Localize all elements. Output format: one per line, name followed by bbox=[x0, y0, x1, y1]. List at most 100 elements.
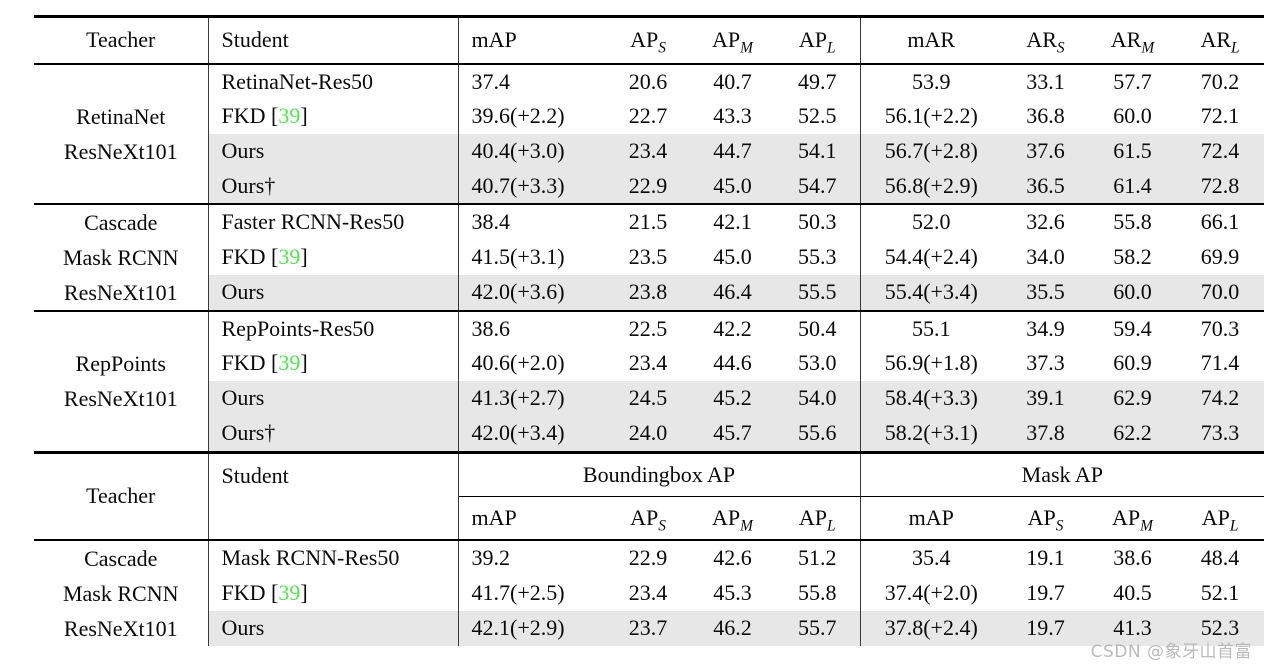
value-cell: 57.7 bbox=[1113, 68, 1152, 94]
value-cell: 23.4 bbox=[606, 133, 690, 169]
value-cell: 58.2(+3.1) bbox=[860, 415, 1002, 451]
value-cell: 70.2 bbox=[1200, 68, 1240, 94]
student-cell: Ours bbox=[208, 274, 459, 311]
value-cell: 55.4(+3.4) bbox=[860, 274, 1002, 311]
value-cell: 60.9 bbox=[1113, 350, 1152, 375]
subscript: L bbox=[827, 39, 836, 57]
value-cell: 45.2 bbox=[690, 380, 775, 416]
value-cell: 38.6 bbox=[1113, 545, 1152, 571]
column-header-teacher: Teacher bbox=[34, 452, 209, 541]
value-cell: 37.8(+2.4) bbox=[860, 610, 1003, 646]
column-header-apl: APL bbox=[775, 496, 861, 541]
value-cell: 24.0 bbox=[606, 415, 690, 451]
value-cell: 59.4 bbox=[1089, 309, 1176, 346]
table-row: Ours 42.0(+3.6) 23.8 46.4 55.5 55.4(+3.4) 35.5… bbox=[34, 274, 1264, 311]
value-cell: 40.6(+2.0) bbox=[471, 350, 565, 375]
teacher-cell: Cascade Mask RCNN ResNeXt101 bbox=[34, 202, 209, 311]
value-cell: 44.6 bbox=[713, 350, 752, 375]
subscript: S bbox=[1056, 39, 1065, 57]
citation-link[interactable]: 39 bbox=[278, 243, 301, 269]
value-cell: 35.5 bbox=[1002, 274, 1089, 311]
teacher-line: RetinaNet bbox=[76, 103, 166, 129]
column-header-ars: ARS bbox=[1002, 16, 1089, 65]
table-row: Ours† 42.0(+3.4) 24.0 45.7 55.6 58.2(+3.1) 37.… bbox=[34, 415, 1264, 451]
citation-link[interactable]: 39 bbox=[278, 350, 301, 375]
value-cell: 32.6 bbox=[1002, 202, 1089, 240]
value-cell: 72.1 bbox=[1200, 103, 1240, 128]
column-header-map: mAP bbox=[860, 496, 1003, 541]
table2-span-header-row: Teacher Student Boundingbox AP Mask AP bbox=[34, 452, 1265, 541]
value-cell: 41.3 bbox=[1089, 610, 1177, 646]
value-cell: 62.9 bbox=[1089, 380, 1176, 416]
value-cell: 55.5 bbox=[775, 274, 861, 311]
value-cell: 66.1 bbox=[1176, 202, 1264, 240]
value-cell: 72.8 bbox=[1176, 168, 1264, 204]
value-cell: 62.2 bbox=[1089, 415, 1176, 451]
teacher-cell: RetinaNet ResNeXt101 bbox=[34, 63, 209, 204]
value-cell: 46.2 bbox=[690, 610, 775, 646]
value-cell: 53.9 bbox=[912, 68, 951, 94]
teacher-line: Cascade bbox=[84, 209, 158, 235]
value-cell: 19.7 bbox=[1026, 579, 1065, 605]
value-cell: 37.4(+2.0) bbox=[884, 579, 978, 605]
table-row: RepPoints ResNeXt101 RepPoints-Res50 38.6 22… bbox=[34, 309, 1264, 451]
value-cell: 52.0 bbox=[860, 202, 1002, 240]
teacher-line: RepPoints bbox=[75, 351, 166, 376]
citation-link[interactable]: 39 bbox=[278, 103, 301, 128]
value-cell: 61.5 bbox=[1089, 133, 1176, 169]
subscript: S bbox=[658, 39, 666, 57]
table-row: Ours 40.4(+3.0) 23.4 44.7 54.1 56.7(+2.8) 37.6… bbox=[34, 133, 1264, 169]
citation-link[interactable]: 39 bbox=[278, 579, 301, 605]
student-cell: RetinaNet-Res50 bbox=[208, 63, 459, 99]
value-cell: 40.7 bbox=[713, 68, 752, 94]
group-header-mask-ap: Mask AP bbox=[860, 452, 1265, 497]
value-cell: 42.1(+2.9) bbox=[458, 610, 606, 646]
column-header-arm: ARM bbox=[1089, 16, 1176, 65]
value-cell: 46.4 bbox=[690, 274, 775, 311]
value-cell: 56.9(+1.8) bbox=[884, 350, 978, 375]
value-cell: 39.6(+2.2) bbox=[471, 103, 565, 128]
value-cell: 71.4 bbox=[1200, 350, 1240, 375]
segmentation-results-table: Teacher Student Boundingbox AP Mask AP mAP A… bbox=[34, 450, 1265, 668]
subscript: S bbox=[658, 517, 666, 535]
value-cell: 54.4(+2.4) bbox=[884, 243, 978, 269]
value-cell: 23.4 bbox=[628, 579, 668, 605]
teacher-line: Mask RCNN bbox=[62, 244, 179, 270]
column-header-arl: ARL bbox=[1176, 16, 1264, 65]
column-header-apm: APM bbox=[690, 16, 775, 65]
table-row: Ours† 40.7(+3.3) 22.9 45.0 54.7 56.8(+2.9) 36.… bbox=[34, 168, 1264, 204]
value-cell: 72.4 bbox=[1176, 133, 1264, 169]
value-cell: 40.5 bbox=[1113, 579, 1152, 605]
table-row: FKD [39] 40.6(+2.0) 23.4 44.6 53.0 56.9(+1.8)… bbox=[34, 345, 1264, 381]
student-cell: Ours bbox=[208, 380, 459, 416]
subscript: M bbox=[1140, 517, 1153, 535]
value-cell: 34.9 bbox=[1002, 309, 1089, 346]
subscript: M bbox=[1141, 39, 1155, 57]
detection-results-table: Teacher Student mAP APS APM APL mAR ARS ARM ARL R… bbox=[34, 15, 1264, 451]
table-row: Ours 42.1(+2.9) 23.7 46.2 55.7 37.8(+2.4) 19.7… bbox=[34, 610, 1265, 646]
table-row: Ours 41.3(+2.7) 24.5 45.2 54.0 58.4(+3.3) 39.1… bbox=[34, 380, 1264, 416]
value-cell: 74.2 bbox=[1176, 380, 1264, 416]
value-cell: 37.8 bbox=[1002, 415, 1089, 451]
student-cell: FKD [39] bbox=[208, 239, 459, 275]
value-cell: 61.4 bbox=[1089, 168, 1176, 204]
student-cell: Ours bbox=[208, 610, 459, 646]
teacher-cell: Cascade Mask RCNN ResNeXt101 bbox=[34, 540, 209, 646]
student-cell: RepPoints-Res50 bbox=[208, 309, 459, 346]
value-cell: 53.0 bbox=[775, 345, 861, 381]
value-cell: 36.5 bbox=[1002, 168, 1089, 204]
table-row: FKD [39] 41.7(+2.5) 23.4 45.3 55.8 37.4(+2.0)… bbox=[34, 575, 1264, 611]
value-cell: 58.2 bbox=[1113, 243, 1152, 269]
column-header-apl: APL bbox=[1176, 496, 1265, 541]
value-cell: 42.2 bbox=[690, 309, 775, 346]
table-row: FKD [39] 39.6(+2.2) 22.7 43.3 52.5 56.1(+2.2)… bbox=[34, 98, 1264, 134]
column-header-map: mAP bbox=[458, 16, 606, 65]
value-cell: 35.4 bbox=[912, 545, 951, 571]
column-header-student: Student bbox=[208, 452, 459, 541]
student-cell: Ours† bbox=[208, 168, 459, 204]
value-cell: 51.2 bbox=[775, 540, 861, 576]
student-cell: FKD [39] bbox=[208, 575, 459, 611]
value-cell: 22.5 bbox=[606, 309, 690, 346]
student-cell: Mask RCNN-Res50 bbox=[208, 540, 459, 576]
